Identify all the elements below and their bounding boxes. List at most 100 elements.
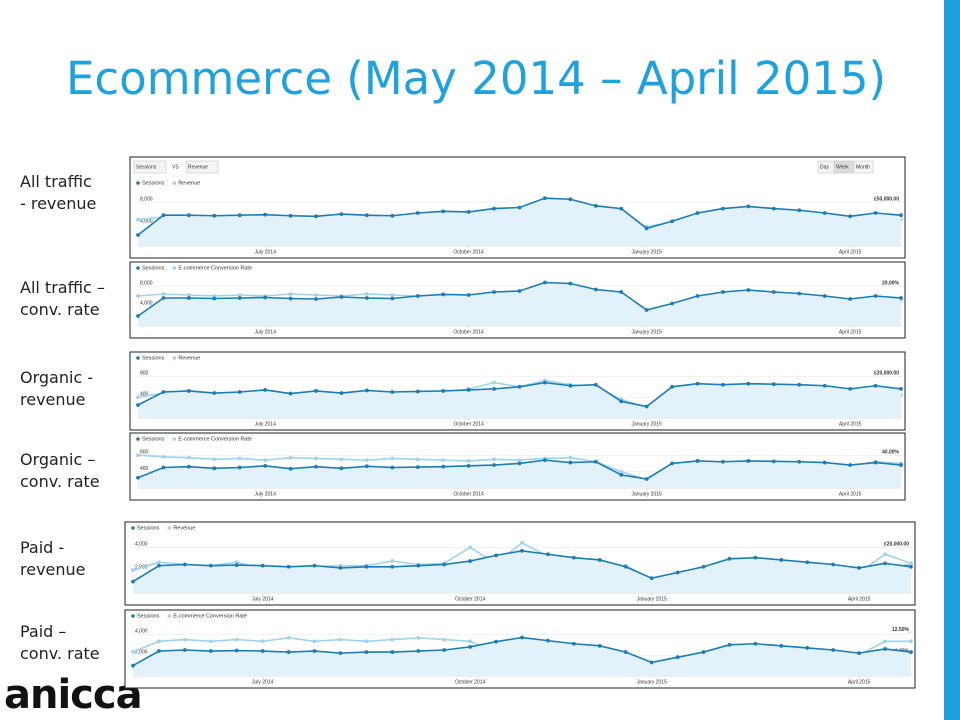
data-point [415, 457, 420, 462]
data-point [186, 213, 191, 218]
data-point [237, 390, 242, 394]
data-point [466, 293, 471, 297]
series-area [138, 460, 901, 488]
legend-marker [172, 266, 177, 270]
data-point [208, 563, 213, 568]
data-point [365, 464, 369, 469]
data-point [338, 566, 343, 570]
data-point [746, 459, 751, 463]
data-point [136, 217, 140, 222]
data-point [546, 638, 550, 643]
data-point [136, 233, 140, 237]
x-tick-label: January 2015 [637, 596, 668, 602]
data-point [848, 214, 853, 219]
data-point [212, 296, 217, 301]
data-point [543, 458, 547, 463]
data-point [441, 464, 446, 469]
data-point [670, 384, 674, 389]
control-button [853, 160, 874, 174]
data-point [234, 560, 239, 565]
data-point [416, 649, 421, 653]
data-point [753, 641, 758, 646]
data-point [771, 206, 776, 211]
data-point [492, 386, 496, 391]
data-point [286, 564, 291, 569]
x-tick-label: July 2014 [254, 491, 276, 497]
data-point [157, 639, 161, 644]
x-tick-label: April 2015 [839, 491, 862, 497]
data-point [873, 294, 878, 298]
data-point [365, 388, 369, 393]
data-point [237, 213, 242, 218]
data-point [873, 460, 878, 465]
chart-label: Organic – conv. rate [20, 450, 100, 491]
data-point [136, 294, 140, 298]
data-point [288, 455, 293, 460]
data-point [520, 635, 524, 640]
y2-tick-label: 40.00% [882, 450, 900, 456]
data-point [492, 206, 496, 211]
data-point [619, 472, 624, 477]
data-point [822, 211, 827, 215]
y2-tick-label: 12.50% [892, 627, 910, 633]
data-point [339, 212, 344, 217]
data-point [857, 651, 862, 656]
legend-label: E-commerce Conversion Rate [178, 436, 252, 442]
data-point [237, 296, 242, 300]
data-point [466, 463, 471, 468]
data-point [543, 196, 547, 201]
data-point [416, 563, 421, 568]
y2-tick-label: £20,000.00 [874, 371, 899, 377]
data-point [136, 395, 140, 400]
control-label: Sessions [136, 164, 157, 170]
data-point [182, 648, 187, 652]
data-point [131, 663, 135, 668]
data-point [208, 649, 213, 653]
data-point [161, 213, 166, 218]
legend-marker [131, 614, 135, 618]
data-point [771, 382, 776, 387]
data-point [670, 219, 674, 224]
data-point [339, 466, 344, 471]
data-point [260, 563, 265, 568]
data-point [517, 384, 522, 389]
data-point [288, 213, 293, 218]
slide-title: Ecommerce (May 2014 – April 2015) [66, 52, 887, 105]
data-point [312, 563, 317, 568]
data-point [644, 477, 649, 481]
data-point [390, 650, 395, 654]
data-point [675, 655, 680, 660]
data-point [182, 562, 187, 567]
x-tick-label: April 2015 [848, 596, 871, 602]
control-label: Month [856, 164, 870, 170]
data-point [593, 459, 598, 464]
legend-marker [136, 437, 140, 441]
charts: All traffic - revenue Sessions VS Revenue Day… [20, 156, 916, 689]
data-point [619, 290, 624, 294]
data-point [441, 292, 446, 297]
data-point [899, 296, 903, 300]
data-point [131, 579, 135, 584]
data-point [517, 205, 522, 210]
chart-label: Organic -revenue [20, 368, 93, 409]
data-point [909, 650, 913, 654]
y-tick-label: 4,000 [140, 300, 153, 306]
x-tick-label: July 2014 [252, 596, 274, 602]
data-point [314, 464, 318, 469]
data-point [288, 292, 293, 296]
data-point [670, 461, 674, 466]
control-label: VS [172, 164, 179, 170]
x-tick-label: July 2014 [252, 679, 274, 685]
data-point [365, 296, 369, 300]
x-tick-label: July 2014 [254, 249, 276, 255]
data-point [441, 458, 446, 463]
data-point [312, 649, 317, 653]
x-tick-label: April 2015 [848, 679, 871, 685]
data-point [161, 390, 166, 394]
data-point [314, 293, 318, 297]
data-point [415, 294, 420, 298]
legend-marker [131, 526, 135, 530]
data-point [727, 642, 732, 647]
data-point [517, 458, 522, 463]
y-tick-label: 2,000 [135, 650, 148, 656]
